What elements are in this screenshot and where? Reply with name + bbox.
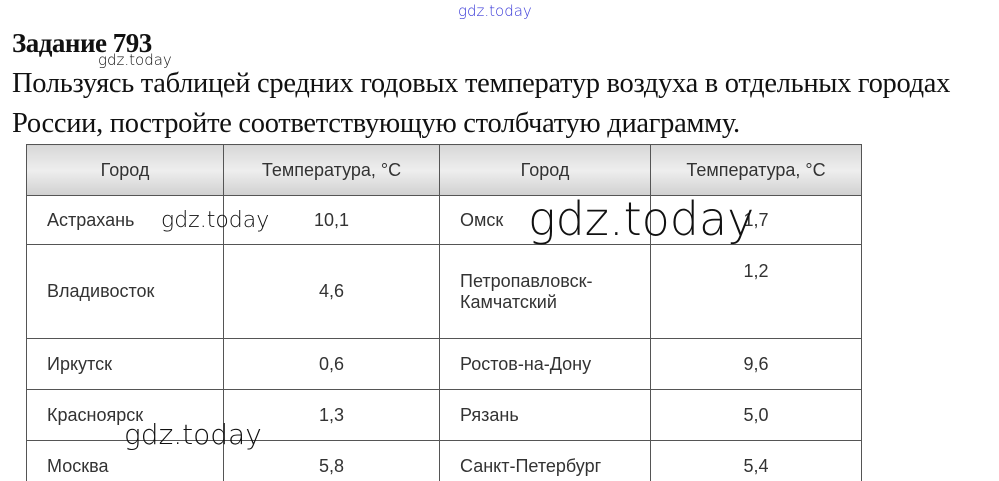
watermark: gdz.today	[528, 192, 755, 246]
city-cell: Рязань	[439, 389, 651, 441]
temperature-cell: 1,7	[650, 195, 862, 245]
city-cell: Красноярск	[26, 389, 224, 441]
city-cell: Астрахань	[26, 195, 224, 245]
city-cell: Москва	[26, 440, 224, 481]
city-cell: Омск	[439, 195, 651, 245]
header-city: Город	[439, 144, 651, 196]
table-row: Иркутск 0,6 Ростов-на-Дону 9,6	[26, 338, 862, 390]
table-header: Город Температура, °С Город Температура,…	[26, 144, 862, 196]
table-row: Владивосток 4,6 Петропавловск-Камчатский…	[26, 244, 862, 339]
watermark: gdz.today	[124, 418, 262, 451]
header-temperature: Температура, °С	[223, 144, 440, 196]
temperature-cell: 9,6	[650, 338, 862, 390]
city-cell: Владивосток	[26, 244, 224, 339]
temperature-cell: 1,2	[650, 244, 862, 339]
temperature-cell: 0,6	[223, 338, 440, 390]
table-row: Астрахань 10,1 Омск 1,7	[26, 195, 862, 245]
temperature-cell: 5,0	[650, 389, 862, 441]
city-cell: Петропавловск-Камчатский	[439, 244, 651, 339]
watermark: gdz.today	[161, 208, 270, 233]
city-cell: Санкт-Петербург	[439, 440, 651, 481]
header-temperature: Температура, °С	[650, 144, 862, 196]
header-city: Город	[26, 144, 224, 196]
temperature-cell: 5,4	[650, 440, 862, 481]
city-cell: Ростов-на-Дону	[439, 338, 651, 390]
temperature-cell: 5,8	[223, 440, 440, 481]
temperature-cell: 4,6	[223, 244, 440, 339]
table-row: Москва 5,8 Санкт-Петербург 5,4	[26, 440, 862, 481]
watermark: gdz.today	[458, 2, 532, 20]
task-text: Пользуясь таблицей средних годовых темпе…	[12, 68, 951, 139]
temperature-table: Город Температура, °С Город Температура,…	[26, 144, 862, 481]
city-cell: Иркутск	[26, 338, 224, 390]
task-title: Задание 793	[12, 28, 152, 58]
watermark: gdz.today	[98, 51, 172, 69]
